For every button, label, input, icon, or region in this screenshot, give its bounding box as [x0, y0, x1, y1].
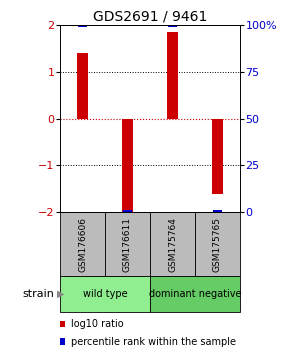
Bar	[167, 32, 178, 119]
Bar	[122, 119, 133, 215]
Text: log10 ratio: log10 ratio	[70, 319, 123, 329]
Bar	[105, 212, 150, 276]
Bar	[150, 212, 195, 276]
Bar	[79, 23, 87, 27]
Text: percentile rank within the sample: percentile rank within the sample	[70, 337, 236, 347]
Bar	[212, 119, 223, 194]
Bar	[169, 23, 176, 27]
Bar	[77, 53, 88, 119]
Text: GSM176611: GSM176611	[123, 217, 132, 272]
Bar	[150, 276, 240, 312]
Text: strain: strain	[22, 289, 54, 299]
Bar	[60, 212, 105, 276]
Bar	[214, 210, 221, 215]
Text: dominant negative: dominant negative	[149, 289, 241, 299]
Bar	[124, 210, 132, 215]
Text: GSM175765: GSM175765	[213, 217, 222, 272]
Text: GSM176606: GSM176606	[78, 217, 87, 272]
Bar	[195, 212, 240, 276]
Text: GSM175764: GSM175764	[168, 217, 177, 272]
Text: wild type: wild type	[83, 289, 127, 299]
Bar	[60, 276, 150, 312]
Text: ▶: ▶	[57, 289, 64, 299]
Title: GDS2691 / 9461: GDS2691 / 9461	[93, 10, 207, 24]
